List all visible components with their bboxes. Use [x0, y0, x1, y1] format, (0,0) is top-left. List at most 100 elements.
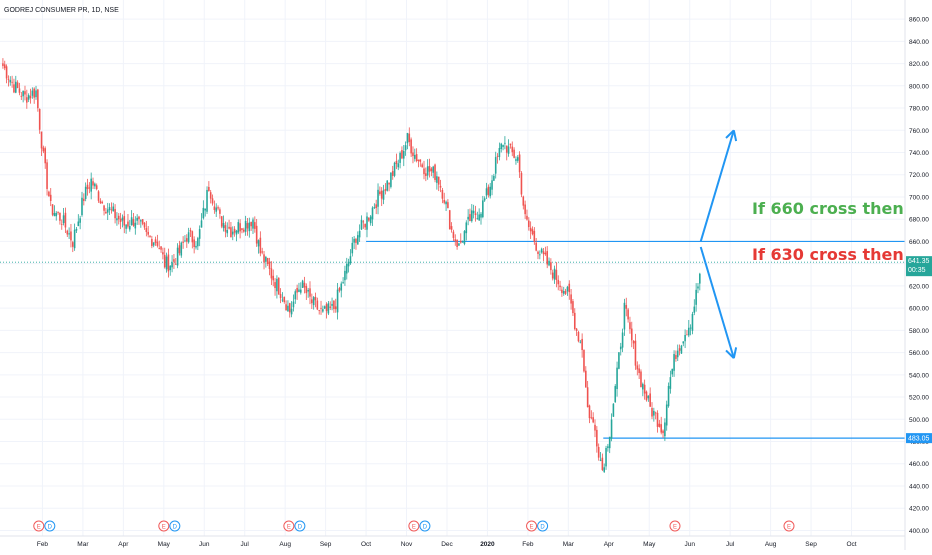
candle-body [603, 467, 605, 472]
y-tick-label: 860.00 [909, 17, 929, 24]
candle-body [311, 299, 313, 304]
candle-body [231, 231, 234, 235]
x-tick-label: Jul [726, 541, 735, 548]
candle-body [546, 251, 548, 265]
forecast-arrows[interactable] [699, 129, 738, 359]
candle-body [500, 143, 503, 150]
candle-body [450, 226, 453, 230]
bullish-annotation[interactable]: If 660 cross then B [752, 199, 921, 218]
countdown-label: 00:35 [908, 267, 926, 274]
candle-body [390, 172, 392, 187]
earnings-marker [408, 520, 420, 532]
candle-body [474, 213, 477, 216]
candle-body [586, 387, 589, 408]
time-axis[interactable]: Feb Mar Apr May Jun Jul Aug Sep Oct Nov Dec 2020 Feb… [37, 541, 857, 548]
symbol-title[interactable]: GODREJ CONSUMER PR, 1D, NSE [4, 7, 119, 14]
candle-body [68, 233, 70, 235]
candle-body [220, 216, 223, 227]
candle-body [588, 405, 591, 419]
candle-body [599, 459, 602, 461]
candle-body [182, 241, 184, 243]
candle-body [550, 262, 552, 271]
candle-body [379, 191, 381, 194]
candle-body [629, 322, 631, 330]
candle-body [535, 242, 537, 251]
candle-body [51, 204, 54, 215]
candle-body [689, 327, 692, 329]
candle-body [156, 241, 159, 246]
x-tick-label: Mar [563, 541, 575, 548]
candle-body [634, 340, 637, 366]
horizontal-levels[interactable] [0, 240, 905, 439]
candle-body [184, 240, 186, 242]
event-letter: E [37, 524, 41, 530]
candle-body [504, 142, 506, 144]
candle-body [432, 166, 434, 173]
y-tick-label: 760.00 [909, 128, 929, 135]
y-tick-label: 800.00 [909, 83, 929, 90]
candle-body [230, 227, 232, 238]
candle-body [195, 245, 197, 248]
candle-body [248, 222, 251, 232]
candle-body [338, 287, 341, 291]
candle-body [360, 219, 363, 230]
candle-body [542, 251, 545, 255]
candle-body [399, 152, 401, 163]
candle-body [3, 64, 6, 69]
candle-body [178, 245, 181, 254]
candle-body [471, 210, 473, 222]
annotations: If 660 cross then B If 630 cross then S [752, 199, 921, 264]
candle-body [81, 197, 83, 216]
candle-body [132, 219, 135, 226]
candle-body [191, 231, 194, 243]
candle-body [27, 95, 30, 100]
candle-body [301, 280, 304, 288]
candle-body [437, 176, 440, 185]
candle-body [476, 218, 479, 220]
candle-body [380, 190, 383, 199]
candle-body [630, 328, 633, 341]
candle-body [496, 155, 499, 157]
event-letter: D [298, 524, 303, 530]
candle-body [408, 133, 411, 142]
x-tick-label: Jun [684, 541, 695, 548]
candle-body [136, 217, 138, 221]
candle-body [564, 291, 567, 294]
y-tick-label: 540.00 [909, 372, 929, 379]
candle-body [662, 430, 664, 434]
candle-body [84, 186, 87, 199]
candle-body [443, 199, 446, 203]
candle-body [145, 227, 148, 233]
candle-body [103, 205, 105, 211]
bearish-arrow [699, 246, 735, 359]
x-tick-label: Feb [37, 541, 49, 548]
candle-body [114, 209, 116, 219]
candle-body [347, 261, 350, 267]
candle-body [283, 296, 286, 303]
candle-body [336, 289, 339, 313]
event-letter: E [412, 524, 416, 530]
candle-body [198, 229, 201, 239]
candle-body [276, 278, 278, 292]
candle-body [14, 81, 17, 93]
candle-body [507, 146, 510, 154]
candle-body [16, 82, 19, 89]
candle-body [610, 419, 613, 439]
bearish-annotation[interactable]: If 630 cross then S [752, 245, 921, 264]
candle-body [483, 198, 486, 201]
candle-body [24, 91, 26, 95]
candle-body [539, 254, 541, 256]
candle-body [233, 228, 236, 233]
candle-body [415, 154, 418, 162]
candle-body [174, 263, 177, 265]
candle-body [288, 303, 291, 313]
candle-body [215, 207, 218, 212]
candle-body [163, 254, 166, 268]
candle-body [391, 171, 394, 176]
candle-body [62, 215, 65, 224]
candle-body [125, 224, 127, 229]
candle-body [647, 395, 650, 399]
